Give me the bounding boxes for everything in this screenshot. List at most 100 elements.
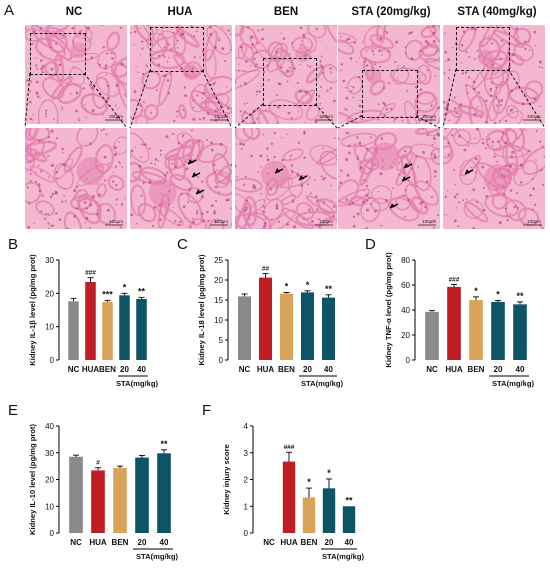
y-tick-label: 20	[45, 289, 54, 298]
y-tick-label: 4	[244, 422, 249, 431]
scale-bar-label: 100μm	[527, 219, 541, 224]
error-bar	[161, 449, 167, 454]
y-axis-label: Kidney IL-1β level (pg/mg prot)	[28, 254, 37, 366]
scale-bar-label: 200μm	[214, 114, 228, 119]
x-tick-label: 40	[137, 365, 146, 374]
error-bar	[138, 296, 145, 299]
y-tick-label: 10	[214, 316, 223, 325]
bar-20	[491, 301, 505, 360]
y-tick-label: 40	[401, 306, 410, 315]
bar-NC	[69, 456, 83, 533]
chart-il1b: 0 10 20 30 Kidney IL-1β level (pg/mg prot) NC…	[14, 252, 164, 400]
significance-marker: **	[160, 439, 168, 449]
significance-marker: *	[474, 286, 478, 296]
y-tick-label: 40	[45, 422, 54, 431]
y-axis-label: Kidney injury score	[222, 444, 231, 514]
micrograph-high-mag-4: 100μm	[338, 128, 440, 229]
scale-bar-label: 200μm	[422, 114, 436, 119]
bar-NC	[425, 311, 439, 360]
y-tick-label: 0	[50, 529, 55, 538]
micrograph-high-mag-1: 100μm	[25, 128, 127, 229]
lesion-arrow	[187, 159, 197, 165]
scale-bar-label: 100μm	[214, 219, 228, 224]
y-tick-label: 80	[401, 256, 410, 265]
error-bar	[429, 310, 435, 312]
bar-BEN	[302, 497, 316, 533]
y-tick-label: 5	[219, 336, 224, 345]
group-label: STA(mg/kg)	[322, 552, 365, 561]
error-bar	[241, 293, 248, 297]
micrograph-high-mag-2: 100μm	[130, 128, 232, 229]
y-axis-label: Kidney IL-18 level (pg/mg prot)	[197, 254, 206, 365]
error-bar	[283, 291, 290, 294]
bar-40	[321, 297, 336, 360]
significance-marker: ***	[102, 289, 113, 299]
bar-HUA	[282, 461, 296, 533]
error-bar	[139, 454, 145, 458]
significance-marker: ###	[85, 270, 96, 277]
x-tick-label: BEN	[468, 365, 485, 374]
error-bar	[306, 487, 312, 498]
x-tick-label: HUA	[89, 538, 107, 547]
histology-header-sta40: STA (40mg/kg)	[457, 6, 537, 18]
scale-bar-label: 100μm	[422, 219, 436, 224]
error-bar	[73, 454, 79, 457]
error-bar	[451, 283, 457, 287]
y-tick-label: 0	[244, 529, 249, 538]
group-label: STA(mg/kg)	[116, 379, 159, 388]
bar-40	[157, 453, 171, 533]
group-label: STA(mg/kg)	[492, 379, 535, 388]
error-bar	[95, 467, 101, 471]
x-tick-label: NC	[239, 365, 251, 374]
significance-marker: *	[306, 280, 310, 290]
panel-letter-b: B	[8, 236, 19, 253]
bar-NC	[68, 301, 79, 360]
y-tick-label: 20	[401, 331, 410, 340]
x-tick-label: HUA	[82, 365, 100, 374]
y-tick-label: 30	[45, 449, 54, 458]
y-tick-label: 0	[50, 356, 55, 365]
significance-marker: ##	[262, 266, 270, 273]
error-bar	[117, 465, 123, 468]
micrograph-high-mag-5: 100μm	[443, 128, 545, 229]
error-bar	[87, 277, 94, 282]
x-tick-label: NC	[263, 538, 275, 547]
bar-40	[342, 506, 356, 533]
y-axis-label: Kidney TNF-α level (pg/mg prot)	[384, 252, 393, 368]
histology-header-nc: NC	[65, 6, 83, 18]
bar-HUA	[91, 470, 105, 533]
chart-il18: 0 5 10 15 20 25 Kidney IL-18 level (pg/mg prot…	[183, 252, 353, 400]
error-bar	[473, 296, 479, 300]
significance-marker: #	[96, 460, 100, 467]
error-bar	[104, 299, 111, 302]
bar-HUA	[258, 277, 273, 360]
y-tick-label: 10	[45, 502, 54, 511]
lesion-arrow	[403, 163, 413, 169]
y-tick-label: 3	[244, 449, 249, 458]
error-bar	[325, 294, 332, 298]
x-tick-label: BEN	[278, 365, 295, 374]
zoom-region-box	[362, 70, 418, 118]
x-tick-label: NC	[68, 365, 80, 374]
bar-HUA	[85, 282, 96, 360]
x-tick-label: 40	[160, 538, 169, 547]
bar-BEN	[102, 302, 113, 360]
significance-marker: *	[327, 468, 331, 478]
error-bar	[495, 299, 501, 302]
y-tick-label: 30	[45, 256, 54, 265]
x-tick-label: 40	[516, 365, 525, 374]
scale-bar-label: 200μm	[319, 114, 333, 119]
bar-20	[322, 488, 336, 533]
x-tick-label: 20	[325, 538, 334, 547]
y-tick-label: 25	[214, 256, 223, 265]
x-tick-label: HUA	[280, 538, 298, 547]
error-bar	[70, 297, 77, 302]
significance-marker: ###	[284, 444, 295, 451]
bar-20	[119, 295, 130, 360]
y-tick-label: 1	[244, 502, 249, 511]
y-tick-label: 0	[219, 356, 224, 365]
y-axis-label: Kidney IL-10 level (pg/mg prot)	[28, 424, 37, 535]
bar-NC	[237, 296, 252, 360]
error-bar	[326, 478, 332, 489]
significance-marker: ###	[449, 276, 460, 283]
